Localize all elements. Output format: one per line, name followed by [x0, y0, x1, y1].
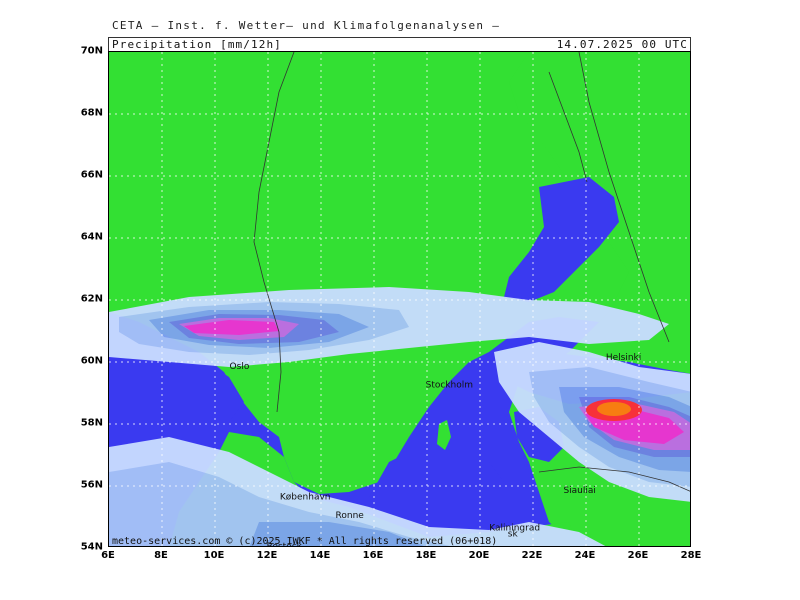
city-label: Ronne — [336, 511, 365, 521]
border-sweden-finland — [548, 71, 588, 183]
lon-tick-label: 14E — [309, 550, 331, 561]
lat-tick-label: 70N — [80, 45, 103, 57]
parameter-box — [108, 37, 691, 51]
map-canvas: Oslo Stockholm Helsinki København Ronne Rosto… — [109, 52, 690, 547]
sea-skagerrak — [109, 352, 244, 427]
lon-tick-label: 16E — [362, 550, 384, 561]
national-borders — [253, 52, 690, 492]
parameter-label: Precipitation [mm/12h] — [112, 38, 282, 51]
lon-tick-label: 12E — [256, 550, 278, 561]
lat-tick-label: 60N — [80, 355, 103, 367]
lat-lon-grid — [109, 52, 690, 546]
datetime-label: 14.07.2025 00 UTC — [556, 38, 688, 51]
city-label: Rostock — [267, 542, 303, 547]
land-gotland — [437, 420, 451, 450]
precip-east-orange — [597, 402, 631, 416]
copyright-text: meteo-services.com © (c)2025 IWKF * All … — [112, 536, 497, 547]
city-label: Siauliai — [563, 486, 595, 496]
lat-tick-label: 64N — [80, 231, 103, 243]
city-label: Helsinki — [606, 353, 641, 363]
sea-baltic — [369, 447, 509, 532]
lon-tick-label: 8E — [154, 550, 168, 561]
lon-tick-label: 22E — [521, 550, 543, 561]
border-baltics — [538, 466, 690, 492]
land-scandinavia — [109, 52, 690, 494]
precipitation-map: Oslo Stockholm Helsinki København Ronne Rosto… — [108, 51, 691, 547]
precip-layer — [109, 287, 690, 546]
precip-north-magenta — [184, 320, 279, 335]
lat-tick-label: 62N — [80, 293, 103, 305]
precip-band-south-mid — [249, 522, 424, 546]
lon-tick-label: 24E — [574, 550, 596, 561]
precip-band-south-low — [109, 462, 450, 546]
map-header-title: CETA – Inst. f. Wetter– und Klimafolgena… — [112, 19, 501, 32]
city-label: Kaliningrad — [489, 523, 540, 533]
lon-tick-label: 20E — [468, 550, 490, 561]
lon-tick-label: 6E — [101, 550, 115, 561]
lon-tick-label: 28E — [680, 550, 702, 561]
city-label: København — [280, 492, 331, 502]
lon-tick-label: 26E — [627, 550, 649, 561]
border-norway-sweden — [253, 52, 295, 413]
lat-tick-label: 56N — [80, 479, 103, 491]
lat-tick-label: 68N — [80, 107, 103, 119]
city-label: Stockholm — [426, 381, 473, 391]
lon-tick-label: 18E — [415, 550, 437, 561]
city-labels: Oslo Stockholm Helsinki København Ronne Rosto… — [230, 353, 642, 547]
lat-tick-label: 66N — [80, 169, 103, 181]
lon-tick-label: 10E — [203, 550, 225, 561]
lat-tick-label: 54N — [80, 541, 103, 553]
lat-tick-label: 58N — [80, 417, 103, 429]
city-label: Oslo — [230, 362, 250, 372]
sea-gulf-of-bothnia — [504, 177, 619, 302]
border-finland-russia — [578, 52, 670, 343]
city-label: sk — [508, 530, 519, 540]
